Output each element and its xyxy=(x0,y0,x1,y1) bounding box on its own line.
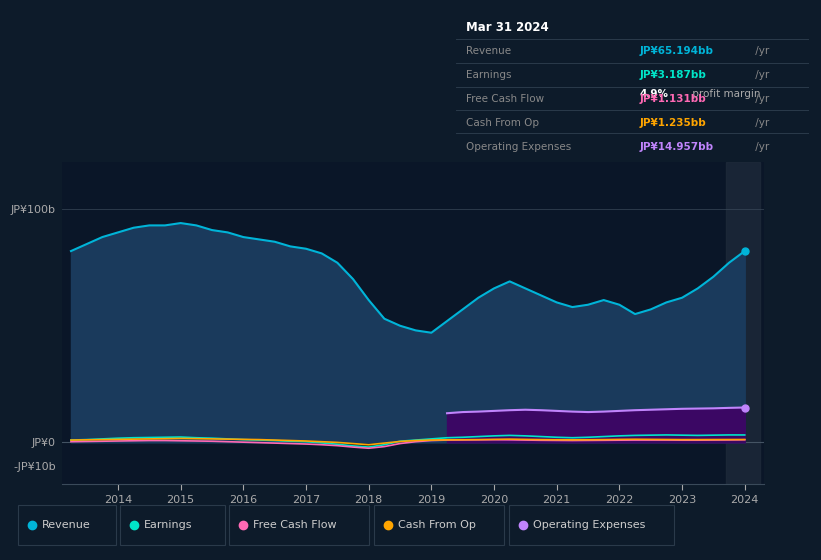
FancyBboxPatch shape xyxy=(120,505,225,545)
Text: JP¥1.235bb: JP¥1.235bb xyxy=(640,118,706,128)
Text: Operating Expenses: Operating Expenses xyxy=(533,520,645,530)
Text: Free Cash Flow: Free Cash Flow xyxy=(253,520,337,530)
Bar xyxy=(726,162,760,484)
Text: Cash From Op: Cash From Op xyxy=(398,520,476,530)
Text: /yr: /yr xyxy=(752,94,769,104)
Text: Earnings: Earnings xyxy=(144,520,192,530)
FancyBboxPatch shape xyxy=(229,505,369,545)
Text: Revenue: Revenue xyxy=(466,46,511,56)
FancyBboxPatch shape xyxy=(18,505,116,545)
Text: Mar 31 2024: Mar 31 2024 xyxy=(466,21,549,34)
Text: Revenue: Revenue xyxy=(42,520,91,530)
Text: JP¥14.957bb: JP¥14.957bb xyxy=(640,142,713,152)
Text: Cash From Op: Cash From Op xyxy=(466,118,539,128)
Text: /yr: /yr xyxy=(752,118,769,128)
Text: JP¥1.131bb: JP¥1.131bb xyxy=(640,94,706,104)
Text: Operating Expenses: Operating Expenses xyxy=(466,142,571,152)
Text: Free Cash Flow: Free Cash Flow xyxy=(466,94,544,104)
Text: Earnings: Earnings xyxy=(466,70,511,80)
Text: /yr: /yr xyxy=(752,70,769,80)
Text: 4.9%: 4.9% xyxy=(640,89,668,99)
Text: JP¥65.194bb: JP¥65.194bb xyxy=(640,46,713,56)
Text: profit margin: profit margin xyxy=(689,89,760,99)
FancyBboxPatch shape xyxy=(509,505,674,545)
Text: JP¥3.187bb: JP¥3.187bb xyxy=(640,70,706,80)
Text: /yr: /yr xyxy=(752,142,769,152)
FancyBboxPatch shape xyxy=(374,505,504,545)
Text: /yr: /yr xyxy=(752,46,769,56)
